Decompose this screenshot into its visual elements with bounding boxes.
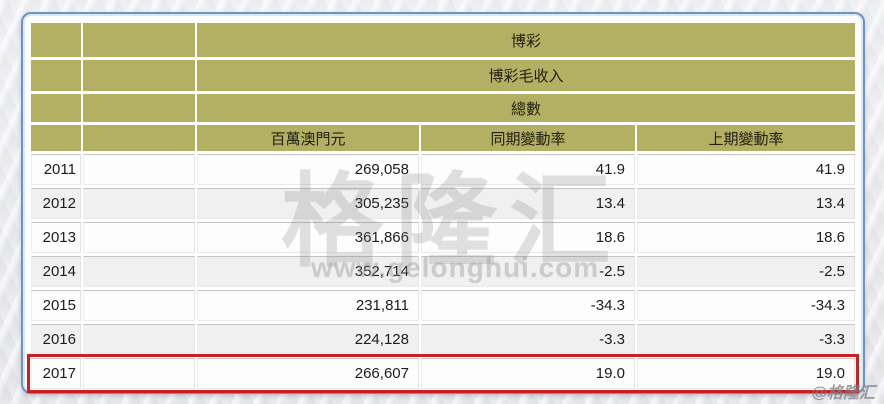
banner-gaming: 博彩 <box>196 23 856 57</box>
year-cell: 2012 <box>30 188 81 219</box>
yoy-change-cell: -2.5 <box>420 256 635 287</box>
banner-row-gaming: 博彩 <box>30 23 856 57</box>
table-panel: 博彩 博彩毛收入 總數 百萬澳門元 同期變動率 上期變動率 2011 <box>21 12 865 394</box>
empty-cell <box>82 358 195 389</box>
value-cell: 231,811 <box>196 290 419 321</box>
empty-cell <box>82 290 195 321</box>
col-header-prior-change: 上期變動率 <box>636 125 856 151</box>
value-cell: 224,128 <box>196 324 419 355</box>
value-cell: 266,607 <box>196 358 419 389</box>
year-cell: 2013 <box>30 222 81 253</box>
yoy-change-cell: -3.3 <box>420 324 635 355</box>
empty-cell <box>82 154 195 185</box>
empty-cell <box>82 222 195 253</box>
empty-cell <box>82 256 195 287</box>
col-header-mop-millions: 百萬澳門元 <box>196 125 419 151</box>
table-row-2012: 2012 305,235 13.4 13.4 <box>30 188 856 219</box>
empty-header-cell <box>30 23 81 57</box>
prior-change-cell: 19.0 <box>636 358 856 389</box>
empty-cell <box>82 324 195 355</box>
yoy-change-cell: 13.4 <box>420 188 635 219</box>
year-cell: 2014 <box>30 256 81 287</box>
table-row-2016: 2016 224,128 -3.3 -3.3 <box>30 324 856 355</box>
yoy-change-cell: -34.3 <box>420 290 635 321</box>
yoy-change-cell: 19.0 <box>420 358 635 389</box>
prior-change-cell: 13.4 <box>636 188 856 219</box>
empty-header-cell <box>82 125 195 151</box>
banner-row-total: 總數 <box>30 94 856 122</box>
column-header-row: 百萬澳門元 同期變動率 上期變動率 <box>30 125 856 151</box>
empty-header-cell <box>30 60 81 91</box>
banner-total: 總數 <box>196 94 856 122</box>
year-cell: 2016 <box>30 324 81 355</box>
year-cell: 2011 <box>30 154 81 185</box>
prior-change-cell: 18.6 <box>636 222 856 253</box>
empty-header-cell <box>30 125 81 151</box>
table-row-2015: 2015 231,811 -34.3 -34.3 <box>30 290 856 321</box>
empty-header-cell <box>30 94 81 122</box>
yoy-change-cell: 41.9 <box>420 154 635 185</box>
table-row-2011: 2011 269,058 41.9 41.9 <box>30 154 856 185</box>
year-cell: 2015 <box>30 290 81 321</box>
year-cell: 2017 <box>30 358 81 389</box>
prior-change-cell: -2.5 <box>636 256 856 287</box>
col-header-yoy-change: 同期變動率 <box>420 125 635 151</box>
prior-change-cell: -34.3 <box>636 290 856 321</box>
empty-header-cell <box>82 23 195 57</box>
gaming-gross-revenue-table: 博彩 博彩毛收入 總數 百萬澳門元 同期變動率 上期變動率 2011 <box>26 20 860 393</box>
table-row-2017-highlighted: 2017 266,607 19.0 19.0 <box>26 354 860 393</box>
empty-header-cell <box>82 60 195 91</box>
value-cell: 305,235 <box>196 188 419 219</box>
table-row-2013: 2013 361,866 18.6 18.6 <box>30 222 856 253</box>
yoy-change-cell: 18.6 <box>420 222 635 253</box>
prior-change-cell: -3.3 <box>636 324 856 355</box>
value-cell: 269,058 <box>196 154 419 185</box>
prior-change-cell: 41.9 <box>636 154 856 185</box>
table-row-2014: 2014 352,714 -2.5 -2.5 <box>30 256 856 287</box>
banner-gross-revenue: 博彩毛收入 <box>196 60 856 91</box>
value-cell: 361,866 <box>196 222 419 253</box>
value-cell: 352,714 <box>196 256 419 287</box>
empty-header-cell <box>82 94 195 122</box>
empty-cell <box>82 188 195 219</box>
banner-row-gross-revenue: 博彩毛收入 <box>30 60 856 91</box>
